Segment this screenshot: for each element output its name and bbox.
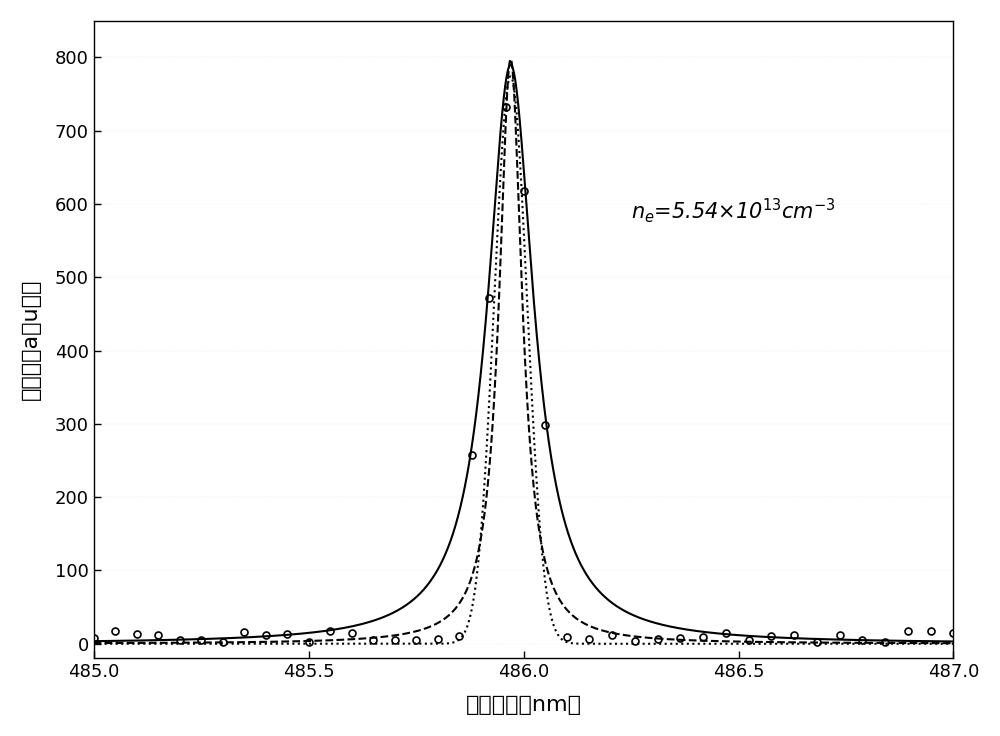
X-axis label: 波　长　（nm）: 波 长 （nm） <box>466 696 582 715</box>
Text: $n_e$=5.54×10$^{13}$cm$^{-3}$: $n_e$=5.54×10$^{13}$cm$^{-3}$ <box>631 197 836 225</box>
Y-axis label: 光子数（a．u．）: 光子数（a．u．） <box>21 279 41 400</box>
